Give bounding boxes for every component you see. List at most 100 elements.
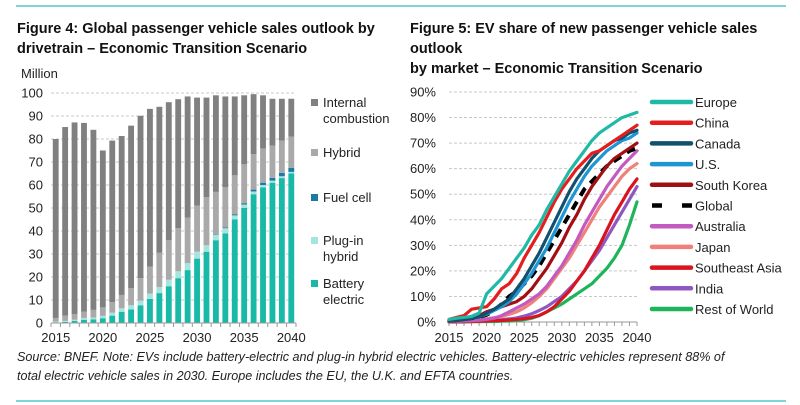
y-tick-label: 50 [29, 201, 43, 216]
x-tick-label: 2040 [277, 330, 306, 345]
bar-hybrid [118, 294, 125, 309]
bar-internal-combustion [194, 97, 200, 206]
legend-label: combustion [323, 111, 389, 126]
x-tick-label: 2030 [547, 330, 576, 345]
bar-battery-electric [81, 319, 87, 323]
figure5-title-line1: Figure 5: EV share of new passenger vehi… [410, 21, 758, 57]
x-tick-label: 2015 [435, 330, 464, 345]
bar-hybrid [62, 315, 69, 321]
legend-label: India [695, 281, 724, 296]
bar-internal-combustion [156, 106, 163, 253]
bar-plug-in-hybrid [71, 319, 78, 321]
bar-hybrid [81, 311, 87, 318]
legend-label: Plug-in [323, 233, 363, 248]
bar-hybrid [175, 228, 182, 272]
legend-swatch [311, 237, 318, 244]
legend-item: Hybrid [311, 145, 361, 160]
y-tick-label: 90 [29, 109, 43, 124]
legend-label: Southeast Asia [695, 261, 782, 276]
x-tick-label: 2020 [88, 330, 117, 345]
y-tick-label: 80% [410, 110, 436, 125]
source-note-line2: total electric vehicle sales in 2030. Eu… [17, 369, 514, 383]
legend-label: Fuel cell [323, 190, 372, 205]
bar-plug-in-hybrid [194, 251, 200, 259]
bar-hybrid [90, 309, 97, 318]
bar-hybrid [269, 145, 276, 178]
bar-internal-combustion [52, 139, 59, 318]
bar-plug-in-hybrid [288, 171, 295, 174]
y-tick-label: 40 [29, 224, 43, 239]
legend-label: China [695, 116, 730, 131]
bar-battery-electric [184, 270, 191, 323]
bar-battery-electric [260, 187, 266, 323]
y-tick-label: 10 [29, 293, 43, 308]
legend-label: electric [323, 292, 365, 307]
bar-plug-in-hybrid [90, 317, 97, 320]
legend-item: Fuel cell [311, 190, 372, 205]
bar-internal-combustion [118, 136, 125, 295]
legend-item: India [649, 281, 724, 296]
bar-internal-combustion [128, 125, 135, 289]
bar-battery-electric [147, 298, 153, 323]
bar-battery-electric [165, 286, 172, 323]
figure4-title: Figure 4: Global passenger vehicle sales… [17, 19, 375, 59]
x-tick-label: 2020 [472, 330, 501, 345]
legend-swatch [311, 99, 318, 106]
x-tick-label: 2035 [585, 330, 614, 345]
bar-internal-combustion [184, 96, 191, 218]
bar-internal-combustion [175, 99, 182, 229]
bar-battery-electric [109, 315, 116, 323]
bar-battery-electric [71, 320, 78, 323]
bar-plug-in-hybrid [222, 228, 229, 234]
y-tick-label: 50% [410, 187, 436, 202]
bar-hybrid [194, 205, 200, 252]
bar-hybrid [109, 302, 116, 313]
legend-label: Global [695, 199, 733, 214]
bar-plug-in-hybrid [99, 315, 106, 319]
legend-item: Japan [649, 240, 730, 255]
legend-label: U.S. [695, 157, 720, 172]
line-australia [447, 149, 639, 324]
line-southeast-asia [447, 177, 639, 324]
bar-fuel-cell [250, 189, 257, 192]
bar-hybrid [52, 317, 59, 322]
bar-battery-electric [175, 278, 182, 323]
y-tick-label: 30 [29, 247, 43, 262]
legend-swatch [311, 280, 318, 287]
bar-internal-combustion [231, 96, 238, 176]
bar-battery-electric [241, 208, 248, 323]
legend-item: Rest of World [649, 302, 774, 317]
bar-plug-in-hybrid [118, 308, 125, 312]
figure4-title-line1: Figure 4: Global passenger vehicle sales… [17, 21, 375, 37]
bar-internal-combustion [90, 129, 97, 310]
bar-hybrid [222, 187, 229, 228]
figure5-title-line2: by market – Economic Transition Scenario [410, 61, 703, 77]
source-note: Source: BNEF. Note: EVs include battery-… [17, 348, 787, 386]
y-tick-label: 30% [410, 238, 436, 253]
bar-internal-combustion [62, 127, 69, 316]
bar-internal-combustion [165, 102, 172, 240]
bar-plug-in-hybrid [269, 180, 276, 183]
bar-plug-in-hybrid [52, 321, 59, 323]
bar-fuel-cell [231, 214, 238, 216]
bar-hybrid [71, 314, 78, 320]
bottom-rule [16, 400, 786, 402]
bar-battery-electric [156, 293, 163, 323]
bar-fuel-cell [222, 227, 229, 229]
bar-internal-combustion [260, 95, 266, 149]
legend-item: Europe [649, 95, 737, 110]
bar-battery-electric [62, 321, 69, 323]
legend-label: Europe [695, 95, 737, 110]
bar-internal-combustion [288, 98, 295, 137]
bar-internal-combustion [99, 150, 106, 308]
bar-hybrid [260, 148, 266, 183]
legend-item: Australia [649, 219, 746, 234]
bar-battery-electric [212, 240, 219, 323]
bar-fuel-cell [288, 167, 295, 172]
y-tick-label: 90% [410, 85, 436, 100]
figure5-line-chart: 0% 10% 20% 30% 40% 50% 60% 70% 80% 90% 2015 2020 202… [410, 85, 783, 346]
figure4-yaxis-unit: Million [21, 66, 58, 81]
bar-plug-in-hybrid [156, 287, 163, 294]
bar-hybrid [241, 164, 248, 204]
